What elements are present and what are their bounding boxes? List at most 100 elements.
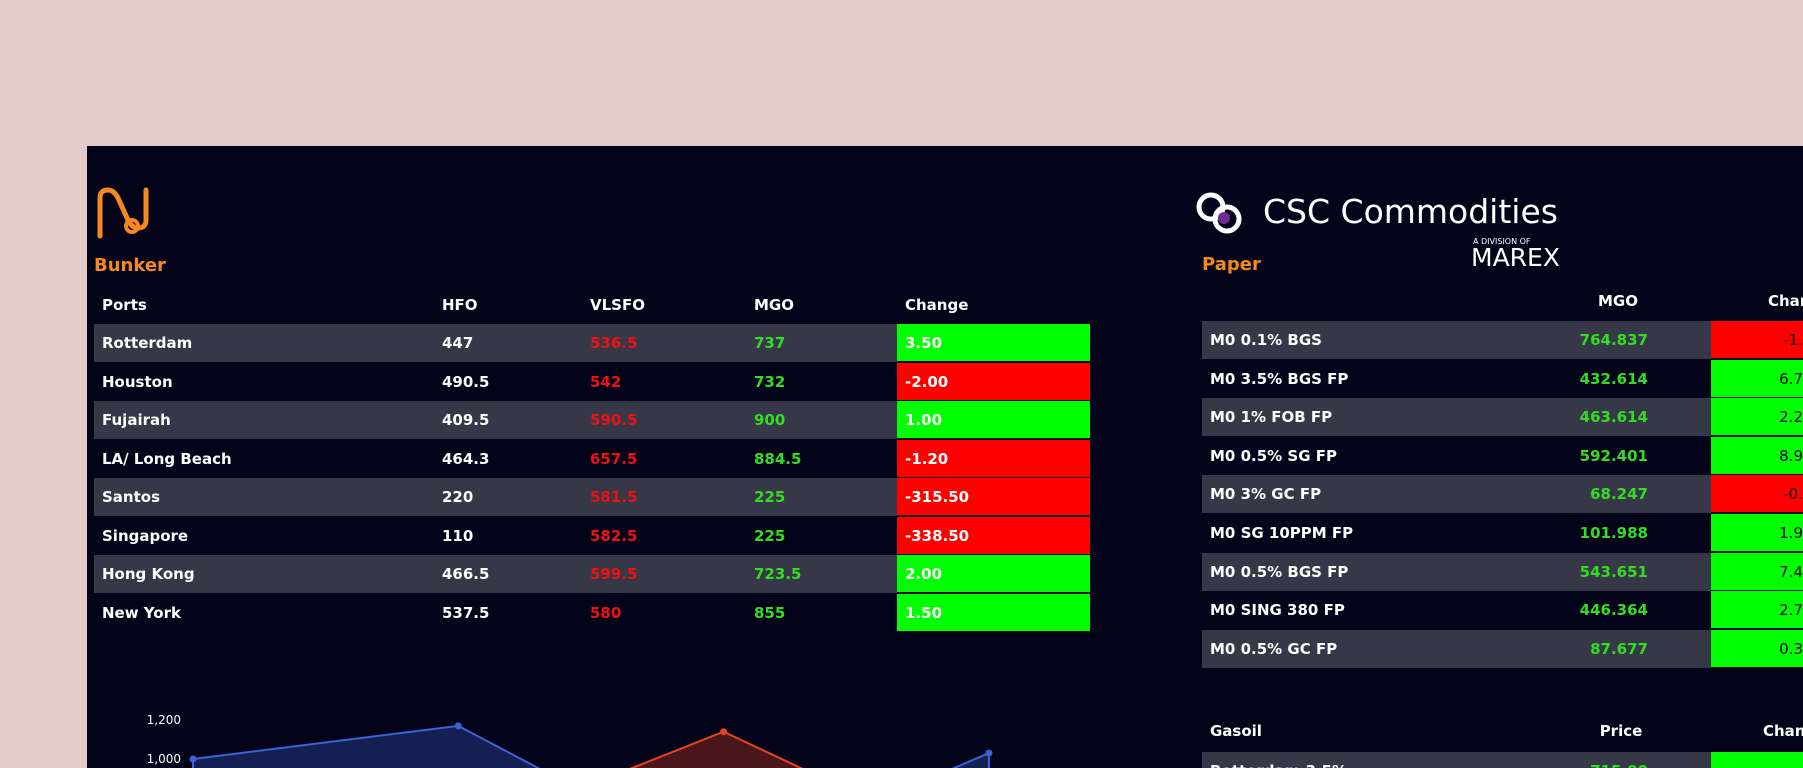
change-cell: [897, 555, 1090, 593]
price-cell: 723.5: [754, 565, 802, 583]
change-value: 2.2: [1779, 408, 1803, 427]
price-cell: -338.50: [905, 526, 970, 545]
port-name: Singapore: [102, 526, 189, 545]
change-value: -0.: [1783, 485, 1803, 504]
price-cell: 900: [754, 411, 786, 429]
paper-title: Paper: [1202, 254, 1261, 275]
price-cell: 581.5: [590, 488, 638, 506]
price-cell: 225: [754, 488, 786, 506]
price-cell: 543.651: [1579, 562, 1648, 581]
brand-name: CSC Commodities: [1263, 192, 1558, 231]
change-value: 6.7: [1779, 369, 1803, 388]
price-cell: 590.5: [590, 411, 638, 429]
price-cell: 466.5: [442, 565, 490, 583]
change-cell: [1711, 475, 1803, 514]
data-point: [189, 755, 197, 763]
port-name: Rotterdam: [102, 334, 193, 352]
change-value: 0.3: [1779, 639, 1803, 658]
change-value: 1.9: [1779, 524, 1803, 542]
brand-division: A DIVISION OF: [1473, 237, 1531, 246]
price-cell: 715.00: [1548, 752, 1648, 768]
change-cell: [1711, 514, 1803, 552]
change-cell: [897, 362, 1090, 401]
price-cell: 599.5: [590, 565, 638, 583]
column-header: Chan: [1768, 292, 1803, 310]
price-cell: 101.988: [1579, 524, 1648, 542]
product-name: M0 3.5% BGS FP: [1210, 369, 1349, 388]
price-cell: 537.5: [442, 603, 490, 622]
price-cell: 2.00: [905, 565, 943, 583]
price-cell: 657.5: [590, 449, 638, 468]
y-tick-label: 1,000: [147, 752, 181, 766]
change-cell: [897, 324, 1090, 362]
column-header: MGO: [754, 296, 794, 314]
price-cell: 68.247: [1590, 485, 1648, 504]
change-cell: [897, 516, 1090, 555]
port-name: LA/ Long Beach: [102, 449, 232, 468]
price-cell: 592.401: [1579, 446, 1648, 465]
price-cell: 580: [590, 603, 622, 622]
csc-logo: [1196, 192, 1242, 234]
product-name: Rotterdam 3.5%: [1210, 752, 1347, 768]
change-cell: [1711, 398, 1803, 437]
price-cell: 490.5: [442, 372, 490, 391]
change-cell: [897, 401, 1090, 439]
row-stripe: [1202, 629, 1711, 668]
price-cell: 220: [442, 488, 474, 506]
change-value: -1.: [1783, 331, 1803, 349]
row-stripe: [94, 478, 897, 516]
row-stripe: [1202, 552, 1711, 591]
price-cell: 225: [754, 526, 786, 545]
price-cell: 582.5: [590, 526, 638, 545]
price-cell: 432.614: [1579, 369, 1648, 388]
price-cell: 855: [754, 603, 786, 622]
port-name: Houston: [102, 372, 173, 391]
data-point: [985, 749, 993, 757]
price-cell: 87.677: [1590, 639, 1648, 658]
product-name: M0 0.1% BGS: [1210, 331, 1322, 349]
price-cell: 409.5: [442, 411, 490, 429]
price-cell: 737: [754, 334, 786, 352]
row-stripe: [94, 555, 897, 593]
change-value: 7.4: [1779, 562, 1803, 581]
row-stripe: [94, 324, 897, 362]
column-header: Gasoil: [1210, 722, 1262, 740]
price-cell: 464.3: [442, 449, 490, 468]
y-tick-label: 1,200: [147, 713, 181, 727]
product-name: M0 SING 380 FP: [1210, 601, 1345, 620]
change-cell: [897, 439, 1090, 478]
port-name: Fujairah: [102, 411, 171, 429]
price-cell: 764.837: [1579, 331, 1648, 349]
price-cell: 446.364: [1579, 601, 1648, 620]
series-area: [629, 730, 804, 768]
change-cell: [1711, 629, 1803, 668]
price-cell: 463.614: [1579, 408, 1648, 427]
column-header: HFO: [442, 296, 478, 314]
change-value: 8.9: [1779, 446, 1803, 465]
bunker-logo: [97, 187, 149, 239]
column-header: Chang: [1763, 722, 1803, 740]
price-cell: -315.50: [905, 488, 970, 506]
port-name: New York: [102, 603, 181, 622]
data-point: [720, 728, 728, 736]
port-name: Hong Kong: [102, 565, 195, 583]
change-cell: [1711, 552, 1803, 591]
price-cell: 884.5: [754, 449, 802, 468]
price-cell: -2.00: [905, 372, 949, 391]
product-name: M0 0.5% SG FP: [1210, 446, 1337, 465]
price-cell: 1.50: [905, 603, 943, 622]
price-cell: 1.00: [905, 411, 943, 429]
column-header: Price: [1599, 722, 1643, 740]
product-name: M0 3% GC FP: [1210, 485, 1322, 504]
change-cell: [1711, 321, 1803, 359]
column-header: MGO: [1598, 292, 1638, 310]
brand-parent: MAREX: [1471, 243, 1560, 272]
data-point: [454, 722, 462, 730]
change-value: 2.7: [1779, 601, 1803, 620]
product-name: M0 1% FOB FP: [1210, 408, 1333, 427]
change-cell: [897, 478, 1090, 516]
column-header: Ports: [102, 296, 147, 314]
product-name: M0 SG 10PPM FP: [1210, 524, 1354, 542]
